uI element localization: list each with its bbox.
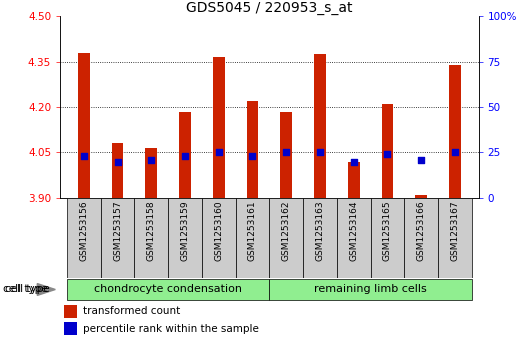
Text: chondrocyte condensation: chondrocyte condensation: [94, 285, 242, 294]
Point: [451, 150, 459, 155]
Bar: [269, 279, 472, 300]
Point: [214, 150, 223, 155]
Text: cell type: cell type: [5, 285, 50, 294]
Bar: [415, 195, 427, 198]
Bar: [348, 162, 360, 198]
Text: percentile rank within the sample: percentile rank within the sample: [83, 323, 259, 334]
Bar: [314, 54, 326, 198]
Text: GSM1253158: GSM1253158: [147, 200, 156, 261]
Bar: [235, 198, 269, 278]
Bar: [168, 198, 202, 278]
Bar: [280, 112, 292, 198]
Point: [79, 153, 88, 159]
Polygon shape: [37, 284, 55, 295]
Bar: [64, 305, 77, 318]
Point: [417, 157, 425, 163]
Point: [248, 153, 257, 159]
Bar: [449, 65, 461, 198]
Bar: [246, 101, 258, 198]
Text: GSM1253160: GSM1253160: [214, 200, 223, 261]
Text: transformed count: transformed count: [83, 306, 180, 317]
Text: remaining limb cells: remaining limb cells: [314, 285, 427, 294]
Bar: [202, 198, 235, 278]
Bar: [67, 279, 269, 300]
Text: GSM1253166: GSM1253166: [417, 200, 426, 261]
Bar: [145, 148, 157, 198]
Bar: [64, 322, 77, 335]
Text: cell type: cell type: [3, 285, 48, 294]
Title: GDS5045 / 220953_s_at: GDS5045 / 220953_s_at: [186, 1, 353, 15]
Point: [181, 153, 189, 159]
Text: GSM1253159: GSM1253159: [180, 200, 189, 261]
Point: [316, 150, 324, 155]
Bar: [438, 198, 472, 278]
Text: GSM1253164: GSM1253164: [349, 200, 358, 261]
Bar: [134, 198, 168, 278]
Point: [147, 157, 155, 163]
Bar: [371, 198, 404, 278]
Text: GSM1253157: GSM1253157: [113, 200, 122, 261]
Text: GSM1253163: GSM1253163: [315, 200, 324, 261]
Text: GSM1253167: GSM1253167: [450, 200, 459, 261]
Bar: [382, 104, 393, 198]
Text: GSM1253161: GSM1253161: [248, 200, 257, 261]
Text: GSM1253165: GSM1253165: [383, 200, 392, 261]
Bar: [269, 198, 303, 278]
Text: GSM1253162: GSM1253162: [282, 200, 291, 261]
Point: [383, 151, 392, 157]
Bar: [100, 198, 134, 278]
Bar: [303, 198, 337, 278]
Bar: [404, 198, 438, 278]
Bar: [111, 143, 123, 198]
Point: [282, 150, 290, 155]
Bar: [179, 112, 191, 198]
Point: [113, 159, 122, 164]
Bar: [337, 198, 371, 278]
Bar: [213, 57, 225, 198]
Point: [349, 159, 358, 164]
Text: GSM1253156: GSM1253156: [79, 200, 88, 261]
Bar: [78, 53, 89, 198]
Bar: [67, 198, 100, 278]
